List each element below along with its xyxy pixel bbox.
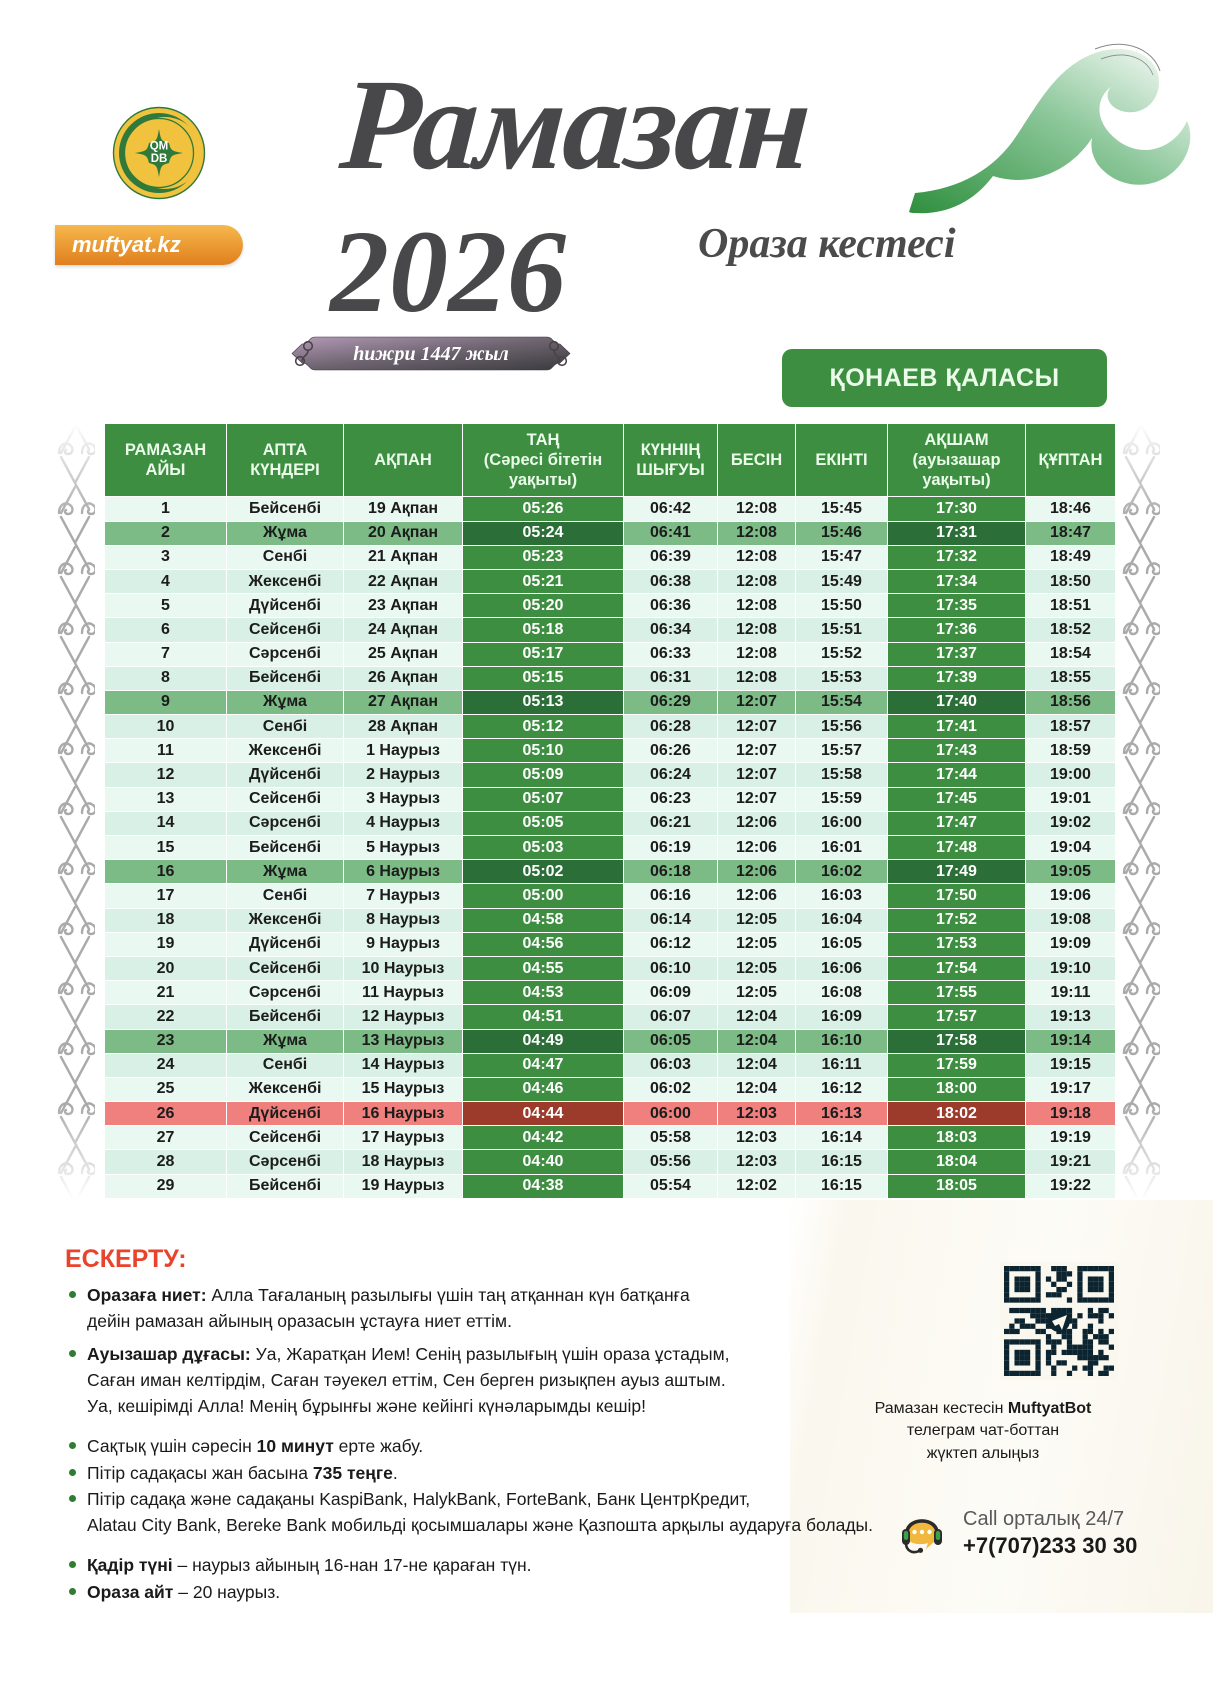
svg-text:һижри 1447 жыл: һижри 1447 жыл	[353, 343, 509, 365]
svg-text:QM: QM	[150, 141, 169, 153]
svg-text:DB: DB	[151, 153, 168, 165]
